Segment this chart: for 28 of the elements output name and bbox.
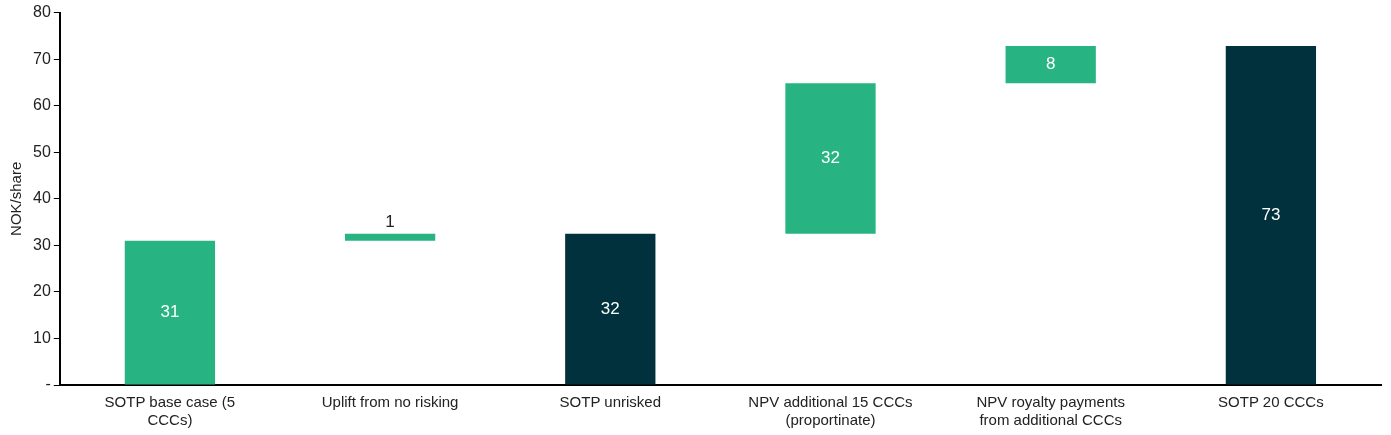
y-axis-title: NOK/share: [7, 161, 25, 236]
y-tick-label: 70: [33, 49, 51, 67]
y-tick-label: 10: [33, 328, 51, 346]
bar: [124, 240, 216, 385]
y-tick-label: 60: [33, 96, 51, 114]
y-tick-label: 30: [33, 235, 51, 253]
x-tick-label: SOTP 20 CCCs: [1218, 393, 1324, 411]
y-tick-label: 20: [33, 282, 51, 300]
x-tick-label: SOTP base case (5 CCCs): [104, 393, 236, 429]
y-tick-label: 40: [33, 189, 51, 207]
y-tick-label: 80: [33, 3, 51, 21]
bar: [1005, 46, 1096, 84]
x-tick-label: NPV additional 15 CCCs (proportinate): [748, 393, 913, 429]
y-tick-label: -: [45, 375, 51, 393]
data-label: 1: [385, 211, 395, 231]
data-label: 8: [1045, 54, 1056, 74]
y-tick-label: 50: [33, 142, 51, 160]
x-tick-label: SOTP unrisked: [559, 393, 662, 411]
data-label: 32: [821, 148, 840, 168]
data-label: 73: [1261, 205, 1281, 224]
data-label: 32: [600, 298, 620, 318]
data-label: 31: [160, 302, 180, 322]
bar: [344, 233, 436, 241]
x-tick-label: NPV royalty payments from additional CCCs: [976, 393, 1125, 429]
bar: [1225, 46, 1317, 385]
bar: [565, 233, 656, 385]
bar: [785, 83, 876, 234]
x-tick-label: Uplift from no risking: [321, 393, 459, 411]
